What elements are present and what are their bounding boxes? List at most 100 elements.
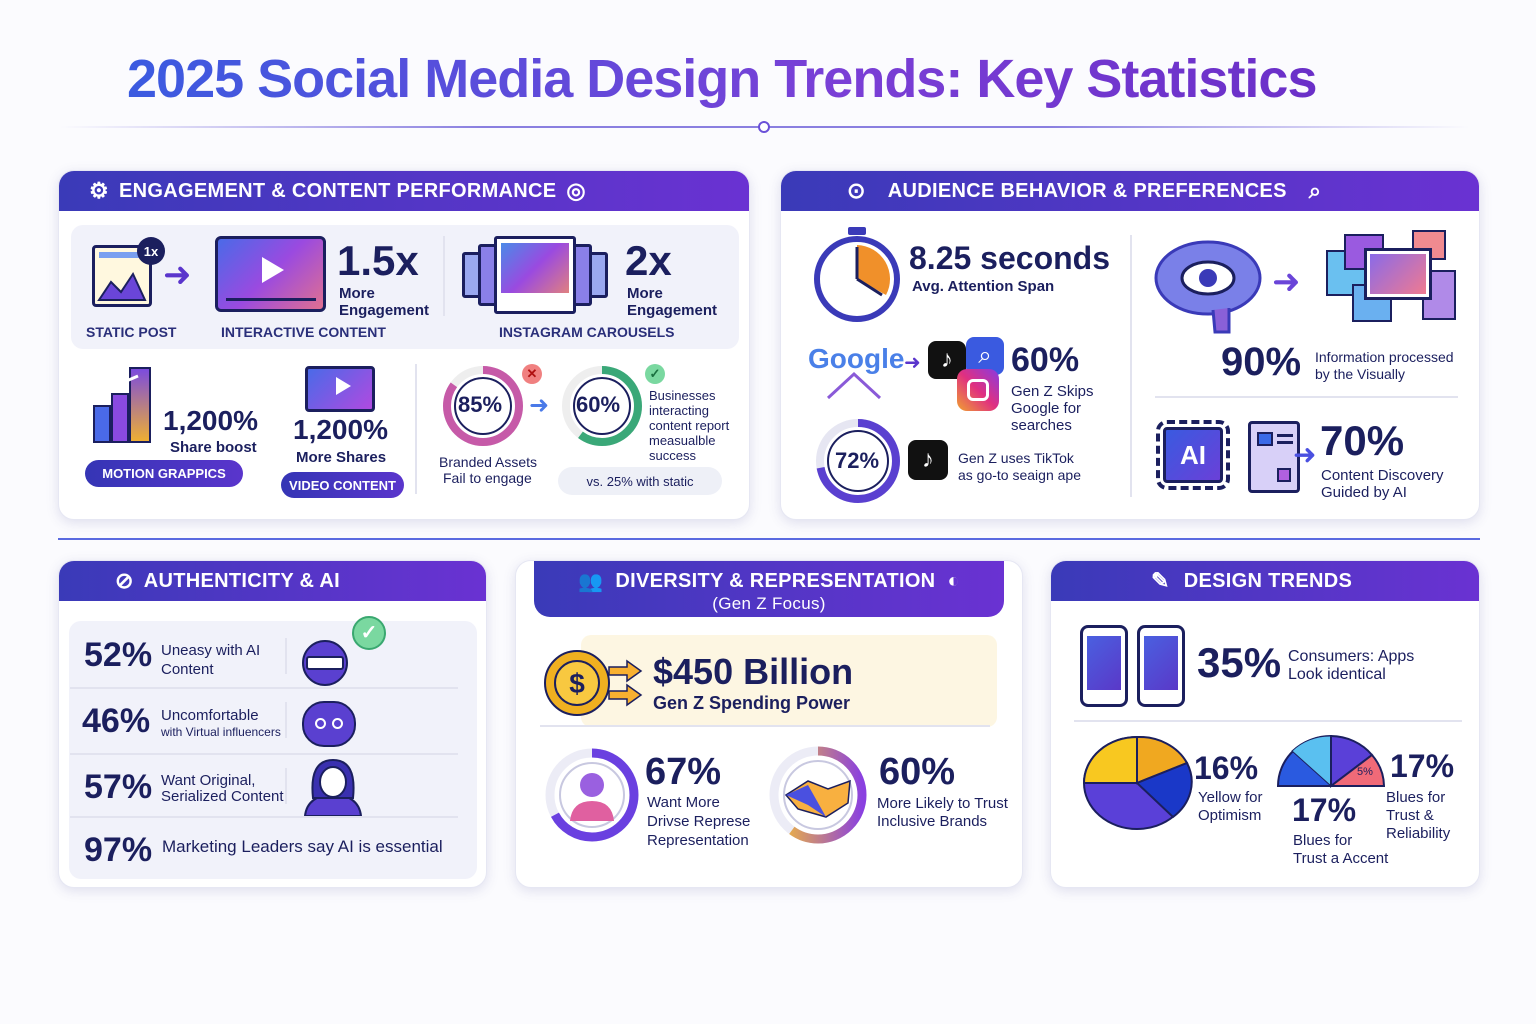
gear-icon: ⚙ bbox=[89, 178, 110, 203]
auth-label-line: Content bbox=[161, 661, 214, 678]
biz-label-line: content report bbox=[649, 418, 730, 433]
visual-label-line: Information processed bbox=[1315, 349, 1454, 365]
section-divider bbox=[58, 538, 1480, 540]
apps-label-line: Look identical bbox=[1288, 666, 1386, 683]
divider bbox=[415, 364, 417, 494]
rep-label-line: Representation bbox=[647, 832, 749, 849]
phone-icon bbox=[1137, 625, 1185, 707]
auth-label-3: Want Original, Serialized Content bbox=[161, 773, 284, 805]
motion-value: 1,200% bbox=[163, 405, 258, 436]
divider bbox=[1074, 720, 1462, 722]
globe-icon: ◐ bbox=[947, 570, 960, 592]
search-icon: ⌕ bbox=[1308, 178, 1322, 203]
diversity-header-label: DIVERSITY & REPRESENTATION bbox=[615, 570, 936, 592]
accent-label: Blues for Trust a Accent bbox=[1293, 832, 1388, 868]
interactive-content-caption: INTERACTIVE CONTENT bbox=[221, 324, 386, 340]
ai-label-line: Guided by AI bbox=[1321, 484, 1407, 501]
carousel-label-2: Engagement bbox=[627, 302, 718, 319]
document-icon bbox=[1248, 421, 1300, 493]
carousels-caption: INSTAGRAM CAROUSELS bbox=[499, 324, 675, 340]
video-screen-icon bbox=[215, 236, 326, 312]
divider bbox=[1155, 396, 1458, 398]
audience-header: ⊙ AUDIENCE BEHAVIOR & PREFERENCES ⌕ bbox=[781, 171, 1479, 211]
representation-donut bbox=[545, 748, 639, 842]
ai-value: 70% bbox=[1320, 417, 1405, 464]
trust-label: More Likely to Trust Inclusive Brands bbox=[877, 795, 1008, 831]
badge-1x: 1x bbox=[137, 237, 165, 265]
phone-icon bbox=[1080, 625, 1128, 707]
images-icon bbox=[1326, 230, 1458, 322]
yellow-value: 16% bbox=[1194, 750, 1259, 786]
divider bbox=[70, 816, 458, 818]
trust-label-line: More Likely to Trust bbox=[877, 795, 1008, 812]
google-logo: Google bbox=[808, 343, 905, 374]
auth-value-4: 97% bbox=[84, 831, 153, 869]
authenticity-card bbox=[69, 621, 477, 879]
success-donut bbox=[562, 366, 642, 446]
design-panel: ✎ DESIGN TRENDS bbox=[1050, 560, 1480, 888]
ai-label: Content Discovery Guided by AI bbox=[1321, 467, 1444, 501]
engagement-top-card bbox=[71, 225, 739, 349]
group-icon: 👥 bbox=[578, 571, 604, 593]
title-divider-dot bbox=[758, 121, 770, 133]
carousel-icon bbox=[462, 236, 608, 314]
vs-static-chip: vs. 25% with static bbox=[558, 467, 722, 495]
instagram-icon bbox=[957, 369, 999, 411]
auth-label-line: Uncomfortable bbox=[161, 707, 259, 724]
robot-face-icon bbox=[302, 701, 356, 747]
rep-label-line: Want More bbox=[647, 794, 720, 811]
interactive-label-1: More bbox=[339, 285, 375, 302]
tiktok-icon: ♪ bbox=[908, 440, 948, 480]
engagement-header-label: ENGAGEMENT & CONTENT PERFORMANCE bbox=[119, 179, 557, 202]
check-badge-icon: ✓ bbox=[352, 616, 386, 650]
arrow-right-icon: ➜ bbox=[1272, 263, 1301, 301]
rep-label-line: Drivse Represe bbox=[647, 813, 751, 830]
engagement-header: ⚙ ENGAGEMENT & CONTENT PERFORMANCE ◎ bbox=[59, 171, 749, 211]
branded-label-1: Branded Assets bbox=[439, 454, 538, 470]
accent-label-line: Blues for bbox=[1293, 832, 1353, 849]
branded-label-2: Fail to engage bbox=[443, 470, 532, 486]
svg-text:$: $ bbox=[569, 668, 585, 699]
trust-label-line: Inclusive Brands bbox=[877, 813, 988, 830]
diversity-header: 👥 DIVERSITY & REPRESENTATION ◐ (Gen Z Focu… bbox=[534, 561, 1004, 617]
biz-label-line: success bbox=[649, 448, 696, 463]
carousel-value: 2x bbox=[625, 237, 672, 284]
yellow-label-line: Optimism bbox=[1198, 807, 1262, 824]
auth-label-1: Uneasy with AI Content bbox=[161, 641, 260, 679]
diversity-subheader: (Gen Z Focus) bbox=[712, 594, 826, 613]
attention-label: Avg. Attention Span bbox=[912, 278, 1055, 295]
yellow-label-line: Yellow for bbox=[1198, 789, 1263, 806]
divider bbox=[285, 702, 287, 738]
branded-value: 85% bbox=[458, 392, 503, 417]
arrow-right-icon: ➜ bbox=[163, 256, 192, 294]
trust-value: 60% bbox=[879, 751, 956, 793]
auth-label-line: Serialized Content bbox=[161, 788, 284, 805]
auth-label-4: Marketing Leaders say AI is essential bbox=[162, 837, 443, 856]
blues-label-line: Blues for bbox=[1386, 789, 1446, 806]
biz-label: Businesses interacting content report measu… bbox=[649, 388, 729, 463]
stopwatch-icon bbox=[814, 227, 900, 322]
visual-value: 90% bbox=[1221, 340, 1302, 384]
page-title: 2025 Social Media Design Trends: Key Sta… bbox=[127, 49, 1317, 109]
interactive-label-2: Engagement bbox=[339, 302, 430, 319]
no-ai-icon: ⊘ bbox=[115, 568, 134, 593]
ai-label-line: Content Discovery bbox=[1321, 467, 1444, 484]
video-content-pill: VIDEO CONTENT bbox=[281, 472, 404, 498]
pencil-icon: ✎ bbox=[1151, 568, 1170, 593]
yellow-label: Yellow for Optimism bbox=[1198, 789, 1262, 825]
design-header: ✎ DESIGN TRENDS bbox=[1051, 561, 1479, 601]
apps-label-line: Consumers: Apps bbox=[1288, 648, 1415, 665]
tiktok-label-line: Gen Z uses TikTok bbox=[958, 450, 1074, 466]
auth-label-line: with Virtual influencers bbox=[161, 725, 281, 739]
attention-value: 8.25 seconds bbox=[909, 240, 1110, 276]
audience-header-label: AUDIENCE BEHAVIOR & PREFERENCES bbox=[887, 179, 1287, 202]
arrow-right-icon: ➜ bbox=[529, 392, 550, 419]
biz-label-line: measualble bbox=[649, 433, 716, 448]
tiktok-value: 72% bbox=[835, 448, 880, 473]
spending-value: $450 Billion bbox=[653, 651, 854, 692]
spending-card bbox=[581, 635, 997, 727]
divider bbox=[70, 753, 458, 755]
skip-label-line: Google for bbox=[1011, 400, 1082, 417]
blues-label-line: Reliability bbox=[1386, 825, 1451, 842]
biz-label-line: Businesses bbox=[649, 388, 716, 403]
